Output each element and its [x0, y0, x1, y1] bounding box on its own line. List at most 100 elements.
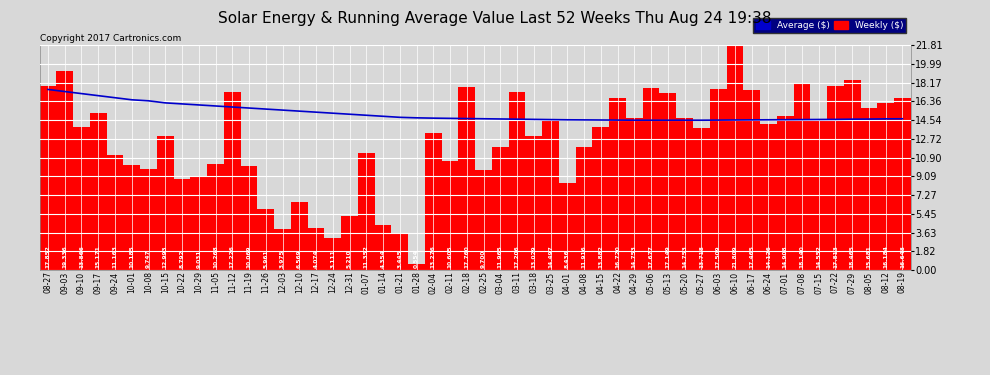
- Bar: [592, 127, 609, 270]
- Text: 17.760: 17.760: [464, 246, 469, 268]
- Bar: [760, 124, 777, 270]
- Text: 14.908: 14.908: [783, 246, 788, 268]
- Text: 11.916: 11.916: [581, 246, 587, 268]
- Text: 3.111: 3.111: [331, 250, 336, 268]
- Text: 5.961: 5.961: [263, 250, 268, 268]
- Bar: [693, 129, 710, 270]
- Bar: [56, 70, 73, 270]
- Text: 8.436: 8.436: [565, 250, 570, 268]
- Text: 10.185: 10.185: [130, 246, 135, 268]
- Text: 17.149: 17.149: [665, 246, 670, 268]
- Text: Copyright 2017 Cartronics.com: Copyright 2017 Cartronics.com: [40, 34, 181, 43]
- Bar: [73, 127, 90, 270]
- Text: 13.276: 13.276: [431, 246, 436, 268]
- Bar: [777, 116, 794, 270]
- Bar: [576, 147, 592, 270]
- Bar: [643, 88, 659, 270]
- Bar: [877, 103, 894, 270]
- Text: 9.031: 9.031: [196, 250, 201, 268]
- Text: 19.336: 19.336: [62, 246, 67, 268]
- Text: 17.509: 17.509: [716, 246, 721, 268]
- Text: 11.965: 11.965: [498, 246, 503, 268]
- Text: 16.648: 16.648: [900, 246, 905, 268]
- Legend: Average ($), Weekly ($): Average ($), Weekly ($): [753, 18, 906, 33]
- Bar: [408, 264, 425, 270]
- Text: 18.465: 18.465: [849, 246, 854, 268]
- Bar: [659, 93, 676, 270]
- Text: 16.720: 16.720: [615, 246, 620, 268]
- Text: 0.554: 0.554: [414, 250, 419, 268]
- Text: 17.813: 17.813: [833, 246, 838, 268]
- Bar: [274, 229, 291, 270]
- Text: 13.718: 13.718: [699, 246, 704, 268]
- Text: 17.206: 17.206: [515, 246, 520, 268]
- Bar: [90, 114, 107, 270]
- Bar: [794, 83, 810, 270]
- Bar: [358, 153, 374, 270]
- Bar: [391, 234, 408, 270]
- Bar: [894, 98, 911, 270]
- Bar: [810, 120, 827, 270]
- Text: 4.354: 4.354: [380, 250, 385, 268]
- Text: 4.074: 4.074: [314, 250, 319, 268]
- Bar: [626, 118, 643, 270]
- Text: 10.069: 10.069: [247, 246, 251, 268]
- Bar: [543, 120, 559, 270]
- Text: 11.163: 11.163: [113, 246, 118, 268]
- Bar: [107, 155, 124, 270]
- Text: 14.552: 14.552: [816, 246, 821, 268]
- Bar: [710, 89, 727, 270]
- Text: 14.126: 14.126: [766, 246, 771, 268]
- Bar: [743, 90, 760, 270]
- Text: 6.569: 6.569: [297, 250, 302, 268]
- Bar: [492, 147, 509, 270]
- Text: 17.677: 17.677: [648, 246, 653, 268]
- Bar: [475, 170, 492, 270]
- Text: 10.268: 10.268: [213, 246, 218, 268]
- Text: 12.993: 12.993: [162, 246, 167, 268]
- Text: 15.171: 15.171: [96, 246, 101, 268]
- Bar: [843, 80, 860, 270]
- Text: 17.226: 17.226: [230, 246, 235, 268]
- Bar: [526, 136, 543, 270]
- Bar: [325, 238, 342, 270]
- Bar: [374, 225, 391, 270]
- Text: 9.700: 9.700: [481, 250, 486, 268]
- Text: 3.445: 3.445: [397, 250, 402, 268]
- Text: 13.029: 13.029: [532, 246, 537, 268]
- Bar: [425, 133, 442, 270]
- Text: 13.866: 13.866: [79, 246, 84, 268]
- Text: 21.809: 21.809: [733, 246, 738, 268]
- Bar: [190, 177, 207, 270]
- Bar: [40, 86, 56, 270]
- Bar: [241, 166, 257, 270]
- Text: 13.882: 13.882: [598, 246, 603, 268]
- Text: Solar Energy & Running Average Value Last 52 Weeks Thu Aug 24 19:38: Solar Energy & Running Average Value Las…: [218, 11, 772, 26]
- Text: 16.184: 16.184: [883, 246, 888, 268]
- Bar: [124, 165, 141, 270]
- Text: 14.753: 14.753: [632, 246, 637, 268]
- Text: 9.747: 9.747: [146, 250, 151, 268]
- Text: 11.352: 11.352: [363, 246, 369, 268]
- Text: 14.753: 14.753: [682, 246, 687, 268]
- Text: 18.140: 18.140: [799, 246, 805, 268]
- Bar: [442, 160, 458, 270]
- Bar: [291, 202, 308, 270]
- Bar: [827, 86, 843, 270]
- Bar: [224, 92, 241, 270]
- Text: 14.497: 14.497: [548, 246, 553, 268]
- Bar: [308, 228, 325, 270]
- Bar: [207, 164, 224, 270]
- Bar: [458, 87, 475, 270]
- Bar: [342, 216, 358, 270]
- Bar: [676, 118, 693, 270]
- Bar: [860, 108, 877, 270]
- Text: 8.792: 8.792: [179, 250, 184, 268]
- Bar: [727, 45, 743, 270]
- Text: 10.605: 10.605: [447, 246, 452, 268]
- Bar: [257, 209, 274, 270]
- Text: 5.210: 5.210: [347, 250, 352, 268]
- Text: 17.465: 17.465: [749, 246, 754, 268]
- Text: 3.975: 3.975: [280, 250, 285, 268]
- Bar: [173, 179, 190, 270]
